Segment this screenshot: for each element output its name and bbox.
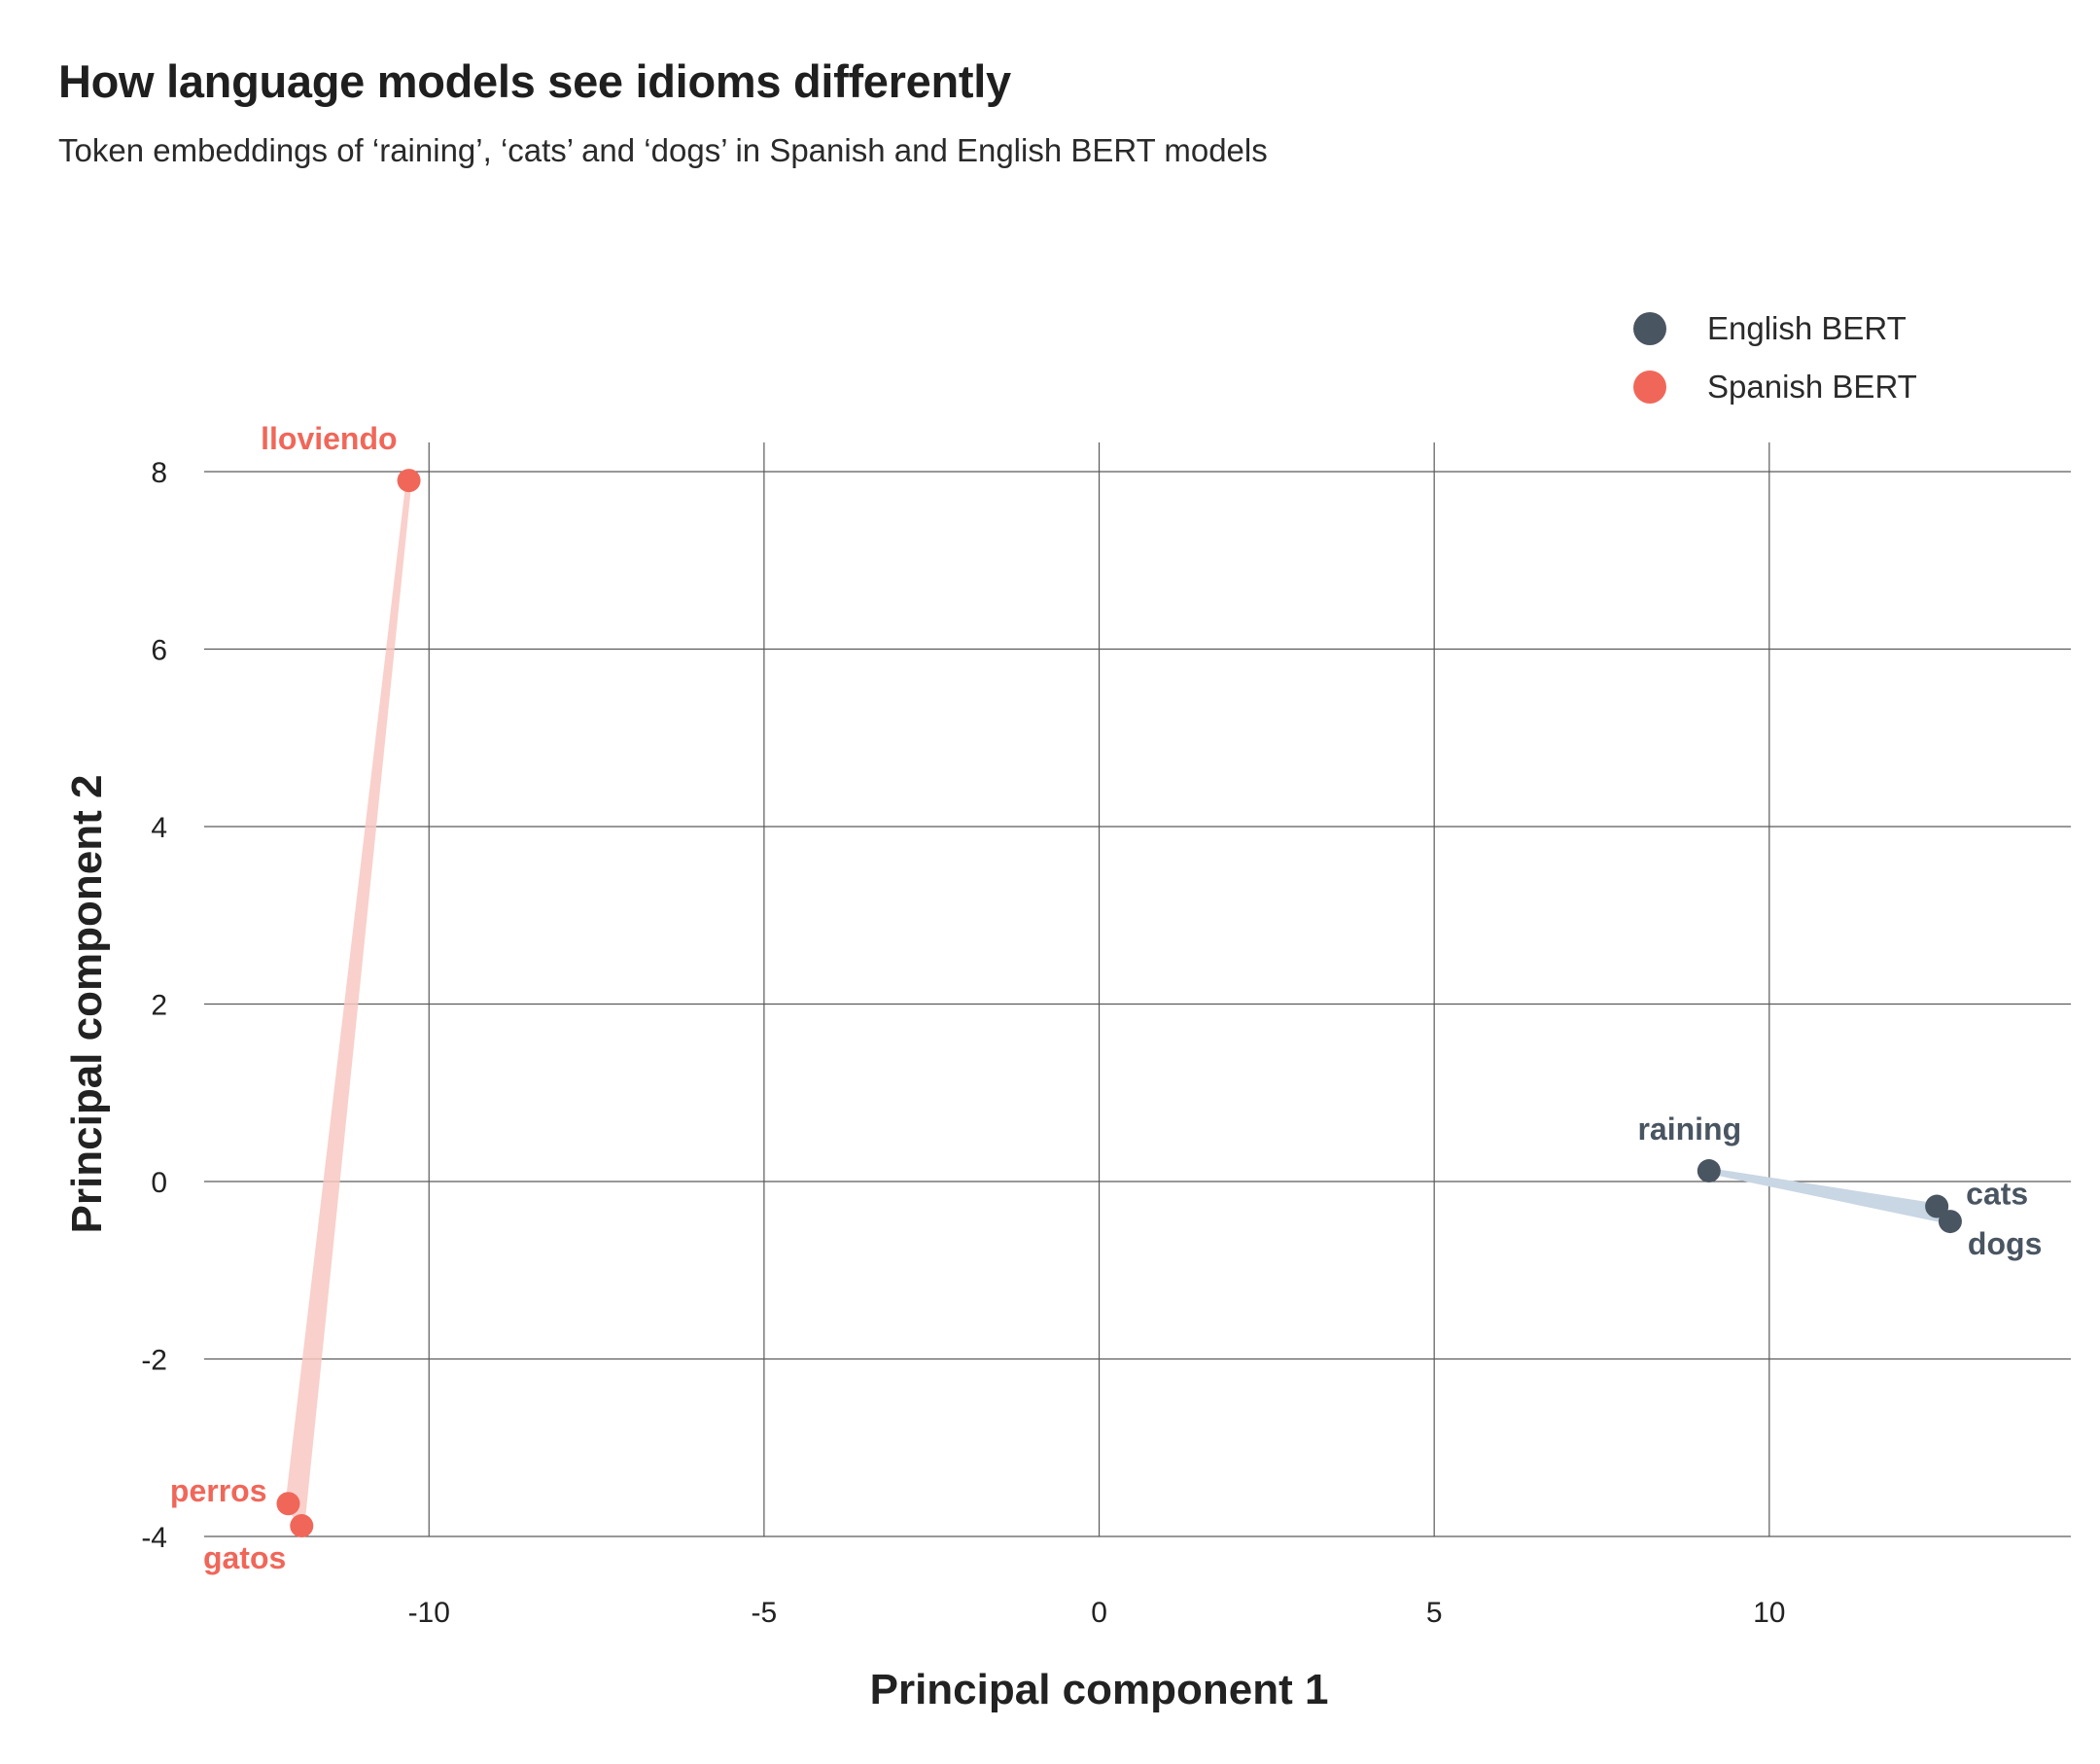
data-label-cats: cats — [1966, 1177, 2028, 1212]
data-point-perros — [276, 1492, 300, 1516]
chart-subtitle: Token embeddings of ‘raining’, ‘cats’ an… — [58, 132, 1268, 168]
connection-band — [1705, 1168, 1953, 1225]
data-label-gatos: gatos — [203, 1540, 286, 1575]
data-label-lloviendo: lloviendo — [261, 421, 397, 456]
data-point-lloviendo — [397, 469, 421, 493]
legend: English BERT Spanish BERT — [1633, 300, 1917, 416]
legend-label-english: English BERT — [1707, 310, 1907, 346]
data-point-gatos — [290, 1514, 314, 1538]
data-point-cats — [1925, 1194, 1949, 1218]
legend-swatch-spanish — [1633, 370, 1666, 404]
connection-band — [285, 477, 412, 1530]
legend-label-spanish: Spanish BERT — [1707, 369, 1917, 405]
y-axis-title: Principal component 2 — [63, 775, 111, 1234]
y-tick-label: 2 — [151, 990, 167, 1022]
legend-swatch-english — [1633, 312, 1666, 345]
y-tick-label: 8 — [151, 457, 167, 489]
data-point-dogs — [1938, 1210, 1962, 1234]
data-label-raining: raining — [1637, 1111, 1741, 1147]
x-tick-label: 5 — [1426, 1597, 1443, 1629]
y-tick-label: 6 — [151, 635, 167, 667]
x-axis-title: Principal component 1 — [870, 1666, 1329, 1713]
y-tick-label: 4 — [151, 812, 167, 844]
x-tick-label: 0 — [1091, 1597, 1107, 1629]
x-tick-label: 10 — [1753, 1597, 1785, 1629]
legend-item-spanish: Spanish BERT — [1633, 358, 1917, 416]
x-tick-label: -10 — [408, 1597, 450, 1629]
data-point-raining — [1697, 1159, 1721, 1183]
y-tick-label: -2 — [141, 1345, 167, 1377]
data-label-perros: perros — [170, 1473, 267, 1508]
y-tick-label: 0 — [151, 1167, 167, 1199]
chart-title: How language models see idioms different… — [58, 55, 1011, 107]
data-label-dogs: dogs — [1968, 1226, 2042, 1261]
y-tick-label: -4 — [141, 1522, 167, 1554]
legend-item-english: English BERT — [1633, 300, 1917, 358]
x-tick-label: -5 — [752, 1597, 778, 1629]
